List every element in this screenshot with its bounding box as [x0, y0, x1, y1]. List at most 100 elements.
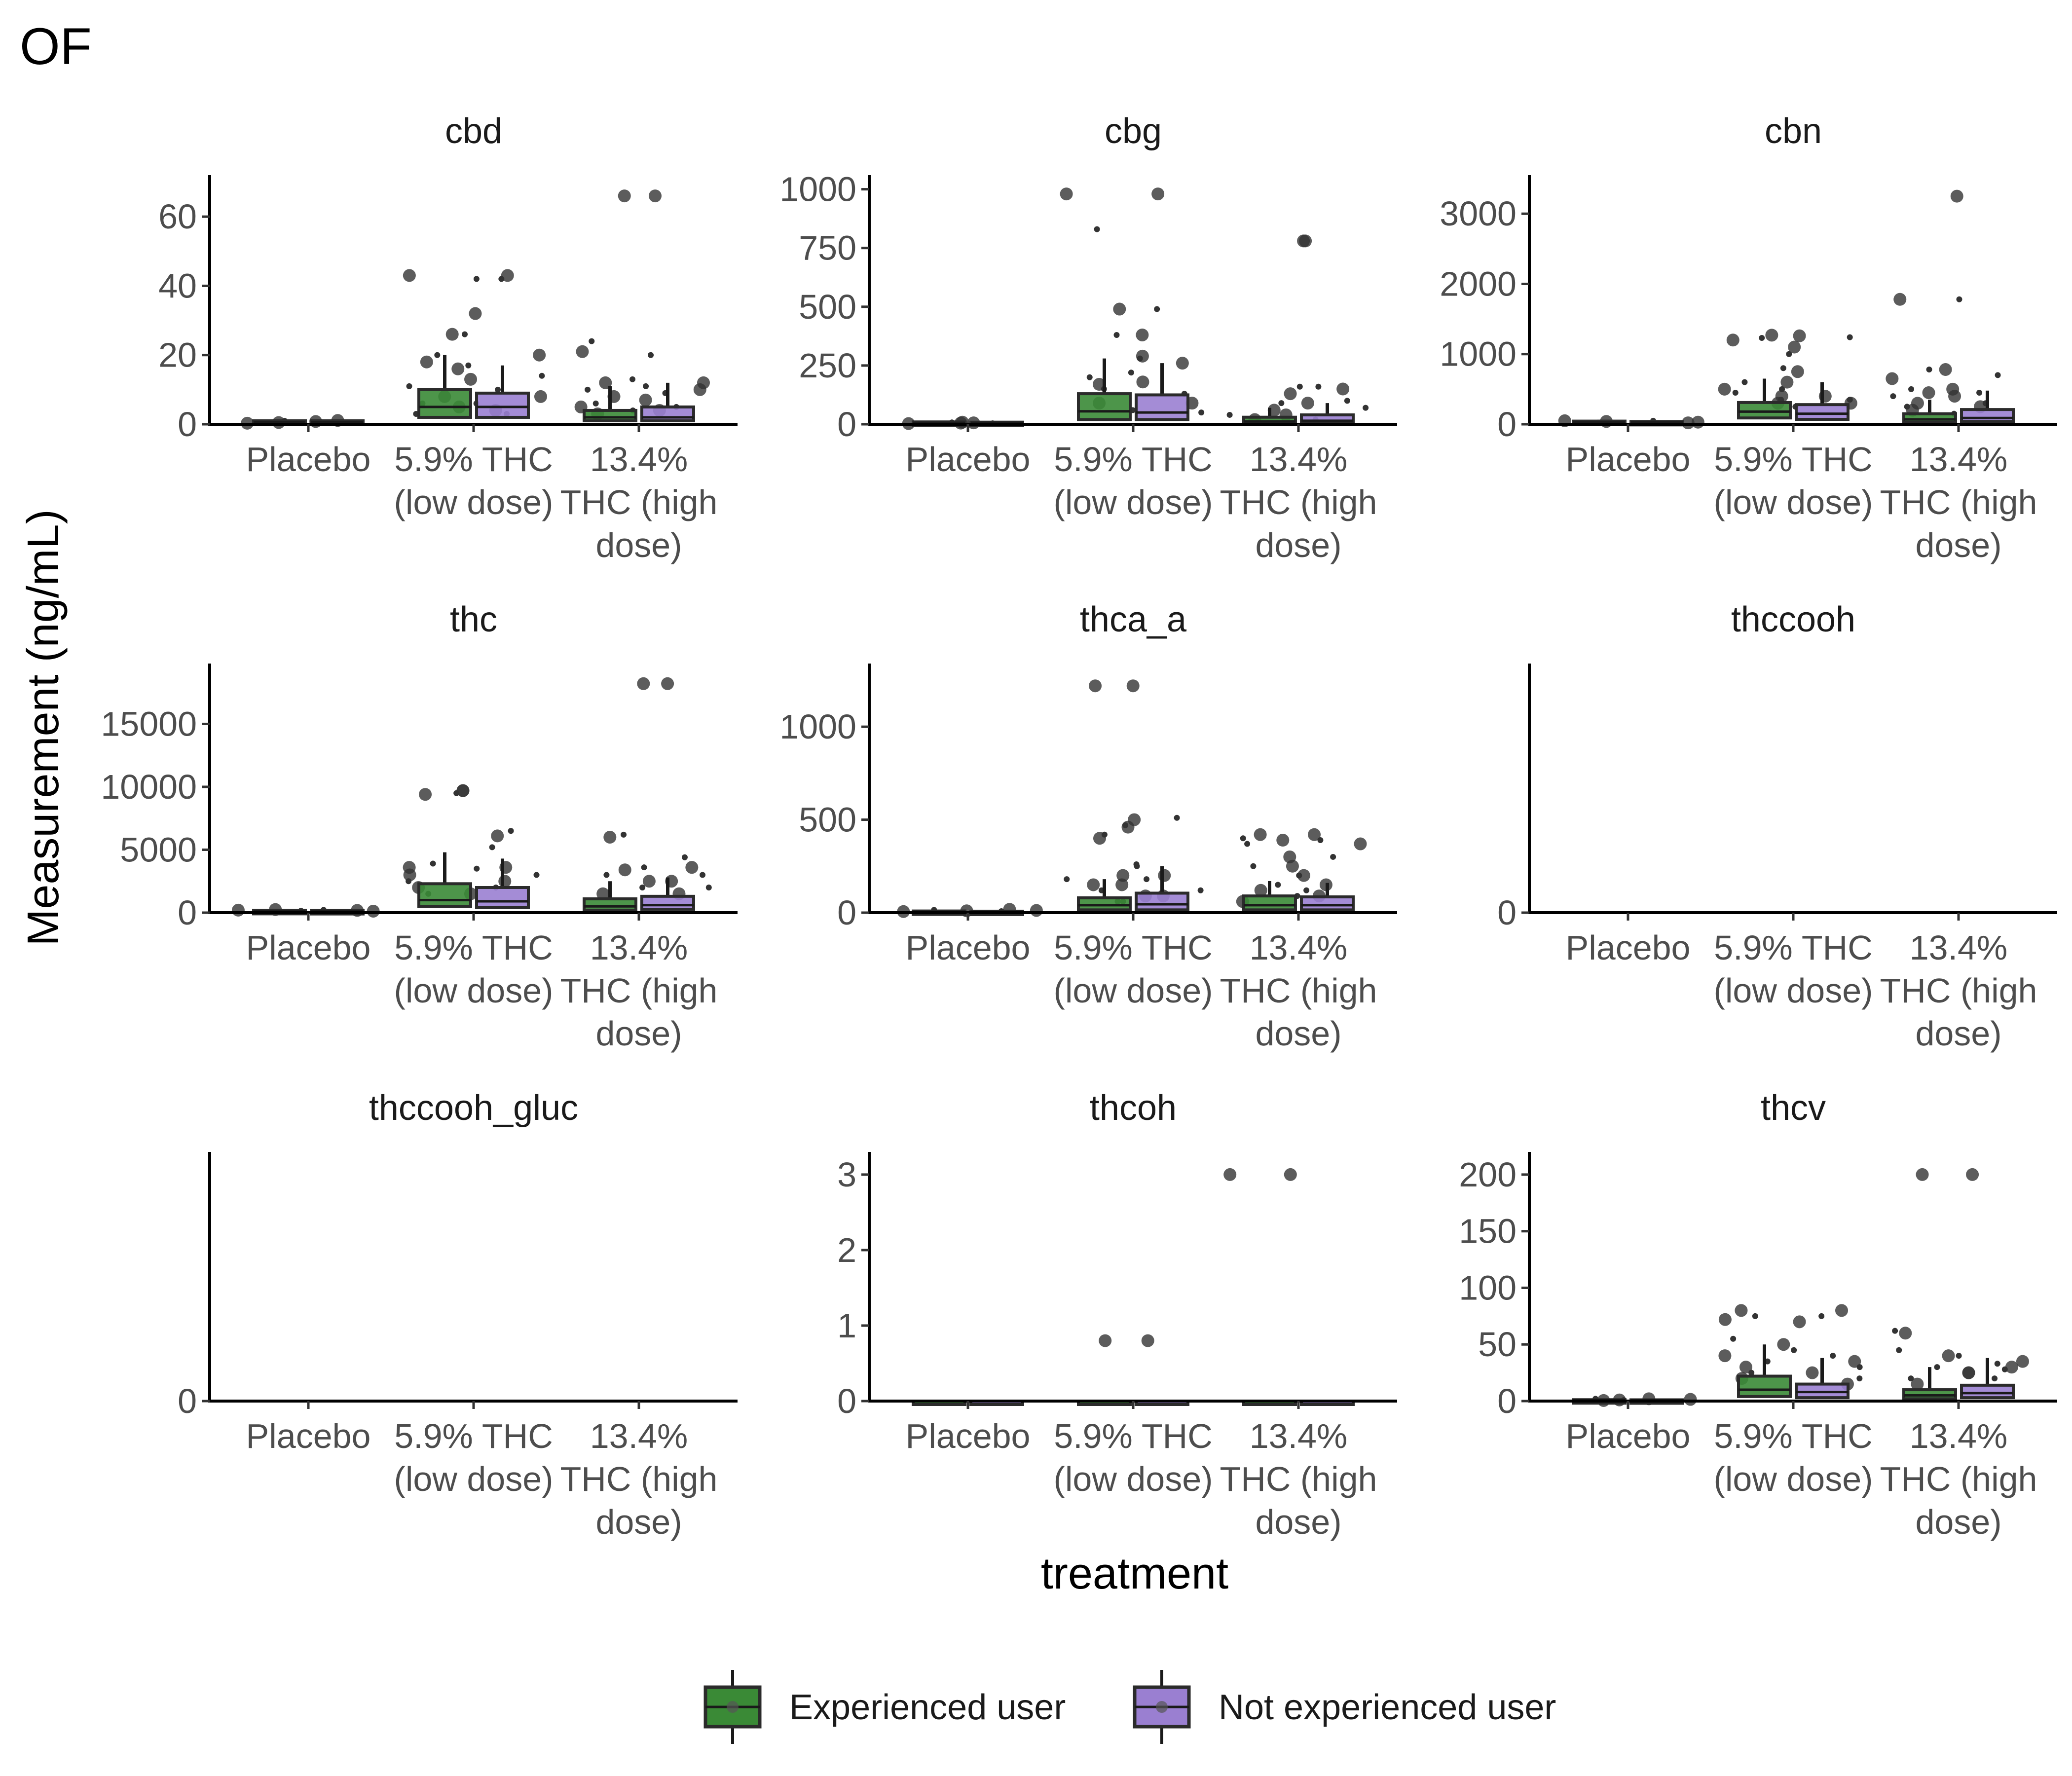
data-point — [1939, 363, 1952, 376]
y-tick-label: 40 — [158, 266, 197, 305]
data-point — [592, 400, 599, 407]
data-point — [1276, 834, 1290, 847]
data-point — [1892, 1328, 1898, 1334]
data-point — [498, 875, 512, 888]
data-point — [1158, 869, 1171, 882]
data-point — [1254, 828, 1267, 841]
data-point — [641, 864, 647, 871]
data-point — [1893, 293, 1907, 306]
data-point — [495, 386, 501, 393]
x-tick-label-line: Placebo — [246, 440, 371, 479]
data-point — [403, 269, 416, 282]
data-point — [1942, 1349, 1955, 1363]
data-point — [1174, 814, 1180, 821]
data-point — [508, 828, 514, 834]
data-point — [629, 376, 636, 382]
data-point — [1113, 332, 1120, 338]
y-tick-label: 100 — [1459, 1268, 1517, 1307]
data-point — [1297, 869, 1310, 882]
box-experienced-user — [1737, 401, 1792, 420]
box-experienced-user — [417, 882, 472, 908]
data-point — [618, 189, 631, 203]
data-point — [1154, 306, 1160, 312]
data-point — [585, 386, 591, 393]
y-tick-label: 1000 — [779, 170, 856, 209]
y-tick-label: 0 — [837, 1382, 856, 1420]
box-not-experienced-user — [1960, 408, 2015, 423]
x-tick-label: 13.4% THC (high dose) — [1220, 1417, 1377, 1541]
x-tick-label-line: dose) — [1915, 1503, 2001, 1541]
x-tick-label: 13.4% THC (high dose) — [1880, 928, 2037, 1053]
data-point — [1301, 397, 1314, 410]
y-tick-label: 2000 — [1440, 264, 1517, 303]
data-point — [1956, 296, 1962, 302]
data-point — [1934, 1364, 1940, 1370]
data-point — [1752, 1313, 1758, 1319]
data-point — [1741, 379, 1748, 385]
data-point — [1732, 389, 1739, 396]
facet-strip-label: thcv — [1761, 1088, 1826, 1128]
data-point — [465, 362, 472, 369]
data-point — [1354, 837, 1367, 851]
legend-label: Experienced user — [789, 1688, 1066, 1727]
y-tick-label: 2 — [837, 1231, 856, 1269]
data-point — [498, 276, 505, 282]
x-tick-label-line: (low dose) — [394, 971, 554, 1010]
x-tick-label-line: 5.9% THC — [1054, 1417, 1213, 1455]
data-point — [1848, 1355, 1861, 1368]
x-tick-label: 13.4% THC (high dose) — [560, 928, 718, 1053]
box-not-experienced-user — [640, 405, 695, 422]
x-tick-label: Placebo — [906, 1417, 1031, 1455]
y-tick-label: 250 — [799, 346, 856, 385]
box-not-experienced-user — [475, 391, 530, 419]
x-tick-label-line: 5.9% THC — [1054, 928, 1213, 967]
data-point — [1916, 1168, 1929, 1181]
y-tick-label: 0 — [837, 405, 856, 444]
data-point — [1735, 1304, 1748, 1317]
box-experienced-user — [583, 408, 637, 422]
data-point — [681, 854, 688, 860]
box-experienced-user — [1077, 896, 1132, 912]
data-point — [1223, 1168, 1237, 1181]
data-point — [1899, 1327, 1912, 1340]
x-tick-label: Placebo — [246, 440, 371, 479]
box-not-experienced-user — [1300, 895, 1355, 912]
x-tick-label-line: Placebo — [1566, 1417, 1691, 1455]
data-point — [456, 784, 470, 797]
data-point — [539, 372, 545, 379]
data-point — [1284, 1168, 1297, 1181]
x-tick-label-line: (low dose) — [1714, 1460, 1873, 1498]
data-point — [1765, 329, 1778, 342]
x-tick-label-line: 5.9% THC — [1054, 440, 1213, 479]
data-point — [474, 865, 480, 872]
data-point — [1922, 386, 1935, 399]
y-tick-label: 1000 — [779, 707, 856, 746]
x-tick-label: 5.9% THC (low dose) — [1714, 928, 1873, 1010]
legend-label: Not experienced user — [1219, 1688, 1556, 1727]
x-tick-label-line: (low dose) — [1714, 971, 1873, 1010]
data-point — [1296, 383, 1303, 390]
data-point — [639, 884, 646, 890]
data-point — [685, 861, 699, 874]
data-point — [1336, 382, 1350, 396]
data-point — [406, 878, 412, 885]
data-point — [1144, 876, 1150, 883]
x-tick-label: 5.9% THC (low dose) — [1714, 440, 1873, 521]
data-point — [1994, 1361, 2000, 1367]
x-tick-label-line: Placebo — [906, 928, 1031, 967]
x-tick-label-line: THC (high — [560, 1460, 718, 1498]
data-point — [1830, 1353, 1836, 1359]
data-point — [661, 677, 674, 690]
data-point — [642, 875, 656, 888]
data-point — [1684, 1393, 1697, 1406]
data-point — [231, 903, 245, 917]
x-tick-label: 13.4% THC (high dose) — [1880, 1417, 2037, 1541]
x-tick-label-line: THC (high — [1880, 971, 2037, 1010]
x-tick-label: Placebo — [1566, 1417, 1691, 1455]
y-tick-label: 200 — [1459, 1155, 1517, 1194]
facet-strip-label: thcoh — [1090, 1088, 1177, 1128]
x-tick-label-line: dose) — [1255, 526, 1341, 564]
data-point — [1116, 869, 1130, 882]
